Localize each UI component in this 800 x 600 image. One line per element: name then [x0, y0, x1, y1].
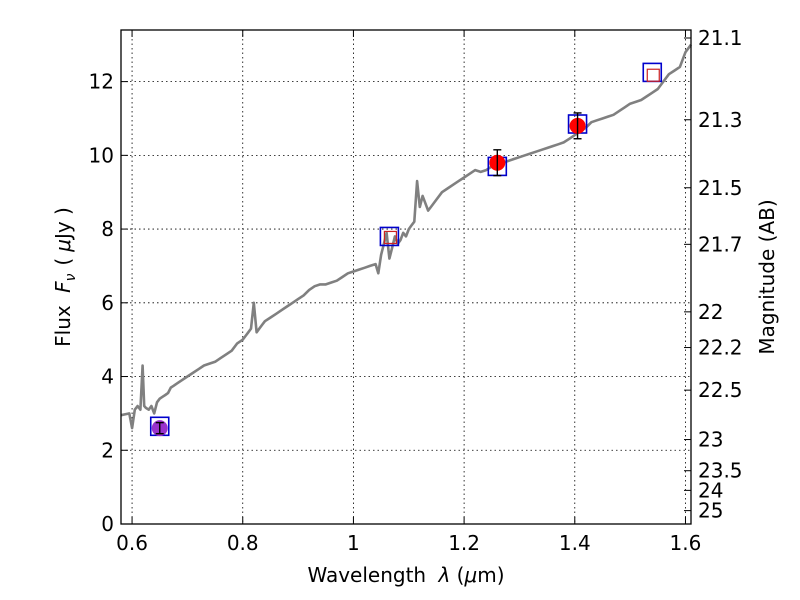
- x-tick-label: 1.2: [448, 531, 480, 555]
- y2-tick-label: 21.3: [698, 108, 743, 132]
- x-axis-label: Wavelength λ (μm): [307, 563, 504, 587]
- y2-tick-label: 21.7: [698, 232, 743, 256]
- model-square-marker: [383, 230, 397, 245]
- marker-layer: [149, 62, 663, 437]
- y2-tick-label: 23.5: [698, 459, 743, 483]
- x-tick-label: 0.6: [116, 531, 148, 555]
- plot-frame: [120, 29, 692, 525]
- x-tick-label: 0.8: [227, 531, 259, 555]
- y2-tick-label: 21.5: [698, 176, 743, 200]
- label-layer: 0.6 0.8 1 1.2 1.4 1.602468101221.121.321.521.…: [89, 26, 743, 555]
- y-tick-label: 4: [101, 365, 114, 389]
- photometry-square-marker: [379, 226, 400, 247]
- photometry-square-marker: [642, 62, 663, 83]
- y2-axis-label: Magnitude (AB): [755, 199, 779, 354]
- x-tick-label: 1: [347, 531, 360, 555]
- line-layer: [120, 43, 693, 430]
- y2-tick-label: 24: [698, 478, 723, 502]
- y2-tick-label: 22.5: [698, 378, 743, 402]
- y2-tick-label: 23: [698, 428, 723, 452]
- y-tick-label: 6: [101, 291, 114, 315]
- y-tick-label: 12: [89, 70, 114, 94]
- grid-layer: [121, 30, 691, 525]
- y2-tick-label: 21.1: [698, 26, 743, 50]
- y2-tick-label: 22: [698, 300, 723, 324]
- model-square-marker: [646, 68, 660, 82]
- y-tick-label: 8: [101, 217, 114, 241]
- y2-tick-label: 25: [698, 499, 723, 523]
- y-axis-label: Flux Fν(μJy ): [51, 207, 79, 347]
- spectrum-line: [120, 43, 693, 430]
- y-tick-label: 2: [101, 438, 114, 462]
- x-tick-label: 1.4: [559, 531, 591, 555]
- y2-tick-label: 22.2: [698, 336, 743, 360]
- y-tick-label: 10: [89, 143, 114, 167]
- x-tick-label: 1.6: [670, 531, 702, 555]
- y-tick-label: 0: [101, 512, 114, 536]
- tick-layer: [121, 30, 691, 525]
